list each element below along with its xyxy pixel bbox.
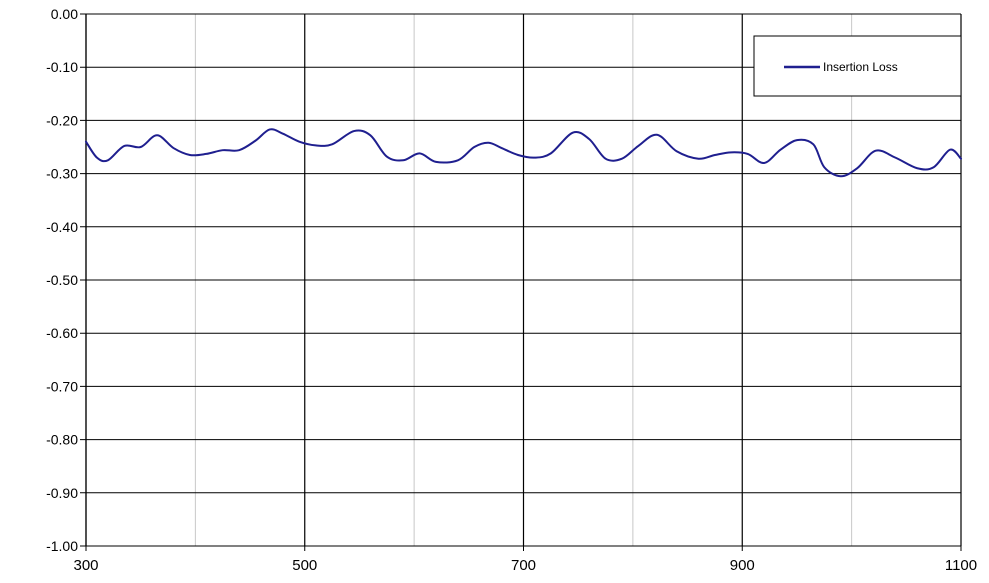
y-tick-label: -0.20 [46, 112, 78, 128]
y-tick-label: -0.70 [46, 378, 78, 394]
y-tick-label: -0.30 [46, 166, 78, 182]
legend: Insertion Loss [753, 35, 962, 97]
series-line-insertion-loss [85, 128, 962, 178]
x-tick-label: 700 [511, 557, 536, 574]
legend-entry-insertion-loss: Insertion Loss [823, 60, 898, 74]
y-tick-label: -0.90 [46, 485, 78, 501]
y-tick-label: -1.00 [46, 538, 78, 554]
x-tick-label: 900 [730, 557, 755, 574]
x-tick-label: 300 [73, 557, 98, 574]
y-tick-label: -0.50 [46, 272, 78, 288]
y-tick-label: -0.40 [46, 219, 78, 235]
y-tick-label: -0.10 [46, 59, 78, 75]
x-tick-label: 500 [292, 557, 317, 574]
x-axis-ticks: 300 500 700 900 1100 [73, 546, 977, 574]
horizontal-grid [80, 13, 961, 547]
y-axis-ticks: 0.00 -0.10 -0.20 -0.30 -0.40 -0.50 -0.60 -0.70 -… [46, 6, 78, 554]
x-tick-label: 1100 [945, 557, 977, 574]
y-tick-label: -0.80 [46, 432, 78, 448]
y-tick-label: -0.60 [46, 325, 78, 341]
y-tick-label: 0.00 [51, 6, 78, 22]
